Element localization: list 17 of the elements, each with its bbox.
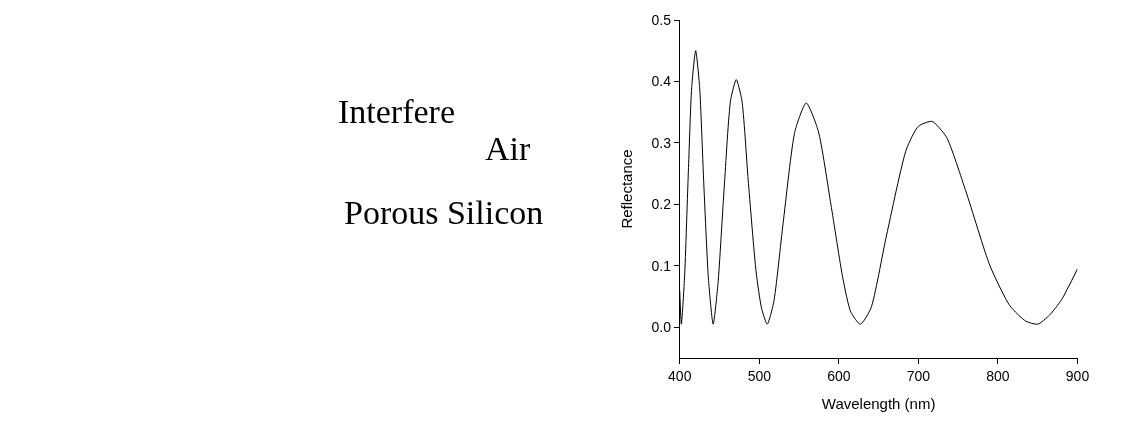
x-tick-label: 500 bbox=[747, 367, 772, 384]
y-tick-label: 0.1 bbox=[651, 257, 672, 274]
y-tick-label: 0.5 bbox=[651, 11, 672, 28]
text: Interfere bbox=[338, 93, 456, 130]
x-tick-label: 800 bbox=[986, 367, 1010, 384]
text: Air bbox=[485, 130, 531, 167]
x-tick-label: 400 bbox=[668, 367, 692, 384]
x-axis-title: Wavelength (nm) bbox=[821, 394, 936, 412]
y-axis-title: Reflectance bbox=[617, 149, 635, 229]
y-tick-label: 0.2 bbox=[651, 196, 672, 213]
y-tick-label: 0.4 bbox=[651, 73, 672, 90]
x-tick-label: 900 bbox=[1065, 367, 1090, 384]
y-tick-label: 0.0 bbox=[651, 319, 672, 336]
x-tick-label: 600 bbox=[827, 367, 851, 384]
x-tick-label: 700 bbox=[906, 367, 931, 384]
y-tick-label: 0.3 bbox=[651, 134, 672, 151]
text: Porous Silicon bbox=[344, 194, 544, 231]
